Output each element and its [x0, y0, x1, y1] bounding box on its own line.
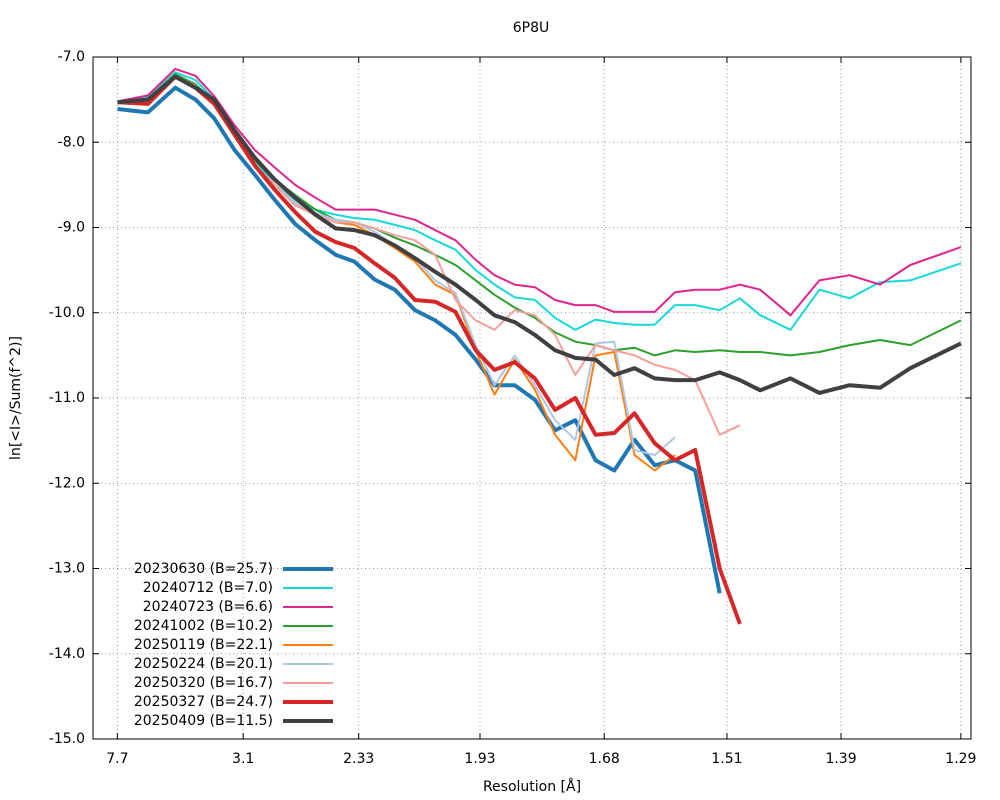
y-tick-label: -14.0	[49, 646, 85, 662]
x-tick-label: 1.68	[589, 751, 620, 767]
y-tick-label: -10.0	[49, 305, 85, 321]
y-tick-label: -9.0	[58, 220, 85, 236]
y-axis-label: ln[<I>/Sum(f^2)]	[8, 336, 24, 460]
legend-label: 20240723 (B=6.6)	[143, 599, 273, 615]
y-tick-label: -13.0	[49, 561, 85, 577]
y-tick-label: -7.0	[58, 49, 85, 65]
y-tick-label: -15.0	[49, 731, 85, 747]
x-tick-label: 2.33	[343, 751, 374, 767]
chart-title: 6P8U	[513, 20, 550, 36]
x-tick-label: 3.1	[232, 751, 254, 767]
legend-label: 20250224 (B=20.1)	[134, 656, 273, 672]
series-line	[117, 74, 742, 625]
x-tick-label: 7.7	[106, 751, 128, 767]
legend-label: 20240712 (B=7.0)	[143, 580, 273, 596]
y-tick-label: -11.0	[49, 390, 85, 406]
x-tick-label: 1.51	[711, 751, 742, 767]
legend-label: 20250320 (B=16.7)	[134, 675, 273, 691]
legend-label: 20241002 (B=10.2)	[134, 618, 273, 634]
x-tick-label: 1.39	[825, 751, 856, 767]
legend-label: 20250409 (B=11.5)	[134, 713, 273, 729]
x-axis-label: Resolution [Å]	[483, 778, 581, 795]
y-tick-label: -8.0	[58, 134, 85, 150]
series-line	[117, 67, 962, 317]
y-tick-label: -12.0	[49, 475, 85, 491]
legend-label: 20230630 (B=25.7)	[134, 561, 273, 577]
series-line	[117, 85, 722, 594]
x-tick-label: 1.93	[464, 751, 495, 767]
legend-label: 20250327 (B=24.7)	[134, 694, 273, 710]
series-line	[117, 74, 962, 395]
legend-label: 20250119 (B=22.1)	[134, 637, 273, 653]
x-tick-label: 1.29	[945, 751, 976, 767]
plot-frame	[92, 56, 972, 740]
